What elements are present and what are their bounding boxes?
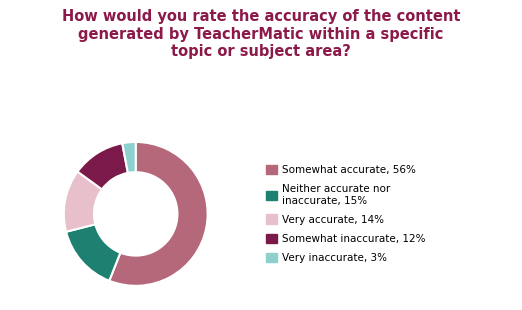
Text: How would you rate the accuracy of the content
generated by TeacherMatic within : How would you rate the accuracy of the c… bbox=[62, 9, 460, 59]
Legend: Somewhat accurate, 56%, Neither accurate nor
inaccurate, 15%, Very accurate, 14%: Somewhat accurate, 56%, Neither accurate… bbox=[266, 165, 425, 263]
Wedge shape bbox=[66, 224, 121, 281]
Wedge shape bbox=[122, 142, 136, 173]
Wedge shape bbox=[64, 172, 102, 232]
Wedge shape bbox=[78, 143, 128, 189]
Wedge shape bbox=[109, 142, 208, 286]
